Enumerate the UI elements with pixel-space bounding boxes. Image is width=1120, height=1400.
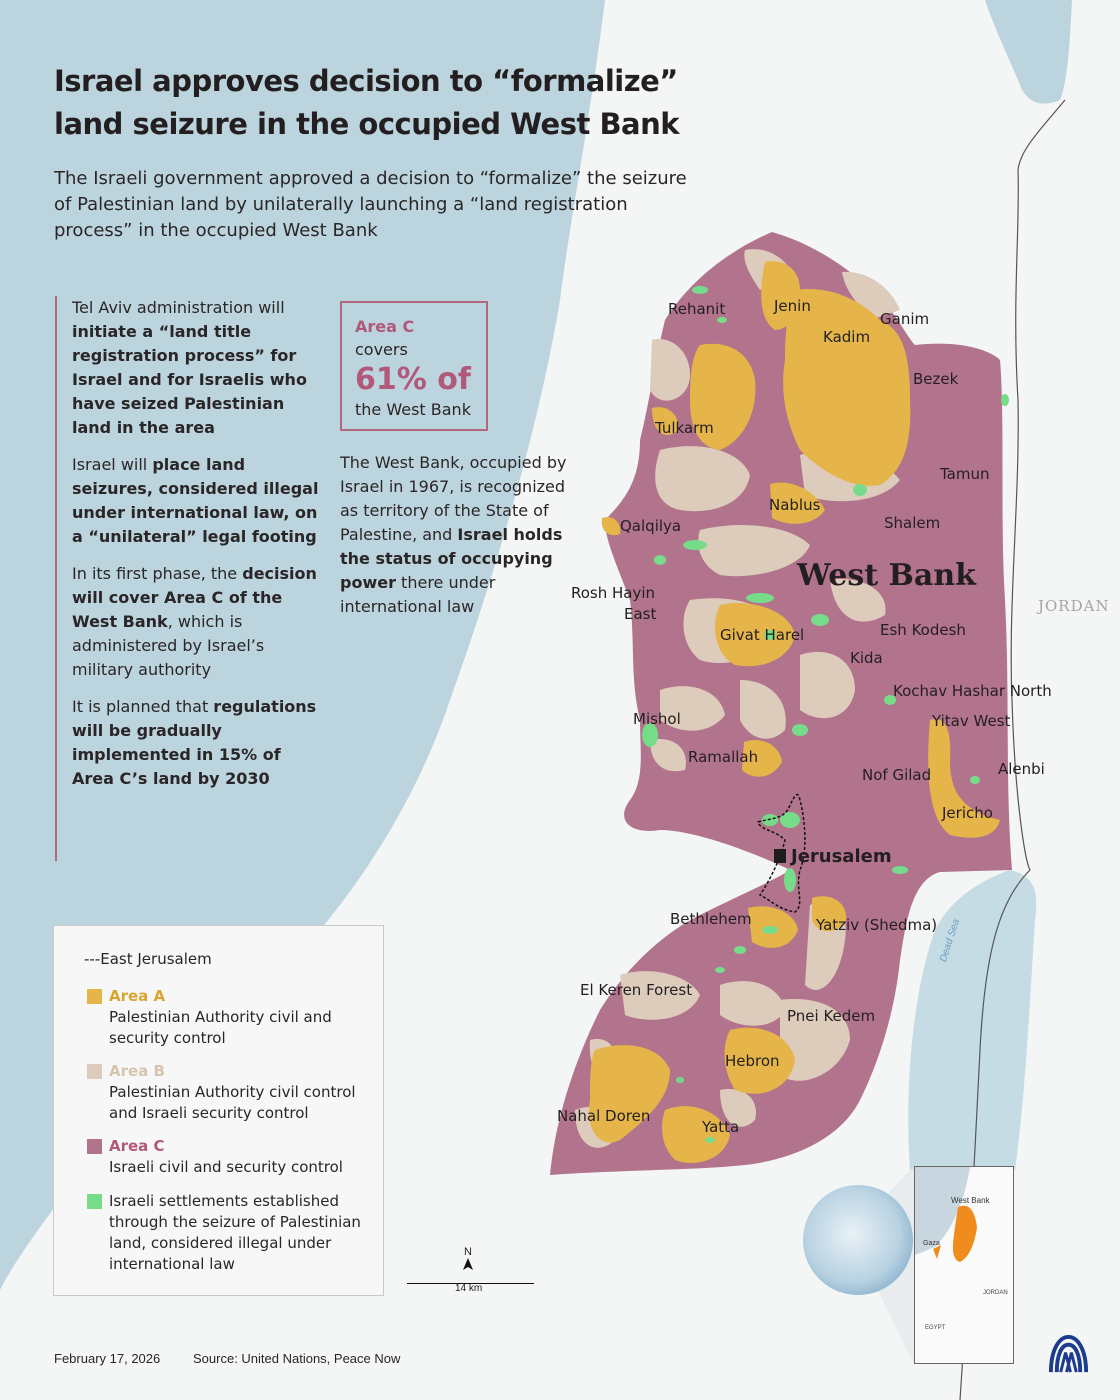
globe-locator — [803, 1185, 913, 1295]
place-label: Kida — [850, 649, 883, 667]
place-label: Tulkarm — [655, 419, 714, 437]
place-label: Esh Kodesh — [880, 621, 966, 639]
place-label: Nahal Doren — [557, 1107, 651, 1125]
area-c-swatch — [87, 1139, 102, 1154]
area-a-swatch — [87, 989, 102, 1004]
place-label: Kadim — [823, 328, 871, 346]
place-label: Jenin — [774, 297, 811, 315]
place-label: Jericho — [942, 804, 993, 822]
place-label: Bezek — [913, 370, 959, 388]
north-arrow-icon — [463, 1258, 473, 1270]
place-label: Yatziv (Shedma) — [816, 916, 938, 934]
stat-value: 61% of — [355, 362, 471, 397]
key-point: It is planned that regulations will be g… — [72, 697, 317, 788]
area-c-stat-box: Area C covers 61% of the West Bank — [340, 301, 488, 431]
publish-date: February 17, 2026 — [54, 1351, 161, 1366]
place-label: Mishol — [633, 710, 681, 728]
legend-east-jerusalem: ---East Jerusalem — [84, 950, 212, 968]
place-label: Bethlehem — [670, 910, 752, 928]
page-title: Israel approves decision to “formalize” … — [54, 64, 680, 141]
place-label: Tamun — [940, 465, 990, 483]
west-bank-info: The West Bank, occupied by Israel in 196… — [340, 453, 567, 616]
place-label: Givat Harel — [720, 626, 805, 644]
scale-bar — [407, 1283, 534, 1284]
place-label: Hebron — [725, 1052, 780, 1070]
jordan-border — [959, 99, 1066, 1400]
place-label: Ramallah — [688, 748, 759, 766]
settlements — [642, 286, 1009, 1143]
key-points: Tel Aviv administration will initiate a … — [55, 296, 322, 861]
scale-label: 14 km — [455, 1283, 483, 1294]
place-label: El Keren Forest — [580, 981, 693, 999]
inset-label-jordan: JORDAN — [983, 1290, 1008, 1296]
stat-suffix: the West Bank — [355, 400, 471, 419]
region-label-west-bank: West Bank — [797, 558, 976, 593]
inset-gaza-shape — [933, 1245, 941, 1259]
place-label: Kochav Hashar North — [893, 682, 1052, 700]
place-label: Yitav West — [932, 712, 1011, 730]
key-point: In its first phase, the decision will co… — [72, 564, 317, 679]
place-label: Rehanit — [668, 300, 726, 318]
place-label: Shalem — [884, 514, 941, 532]
inset-label-west-bank: West Bank — [951, 1196, 991, 1205]
place-label: Qalqilya — [620, 517, 682, 535]
key-point: Israel will place land seizures, conside… — [72, 455, 319, 546]
inset-label-egypt: EGYPT — [925, 1325, 946, 1331]
north-arrow: N — [462, 1246, 474, 1273]
inset-west-bank-shape — [952, 1205, 977, 1262]
place-label: Rosh Hayin — [571, 584, 656, 602]
stat-verb: covers — [355, 340, 408, 359]
place-label: Yatta — [702, 1118, 740, 1136]
area-a-patches — [589, 261, 1000, 1163]
settlement-swatch — [87, 1194, 102, 1209]
inset-label-gaza: Gaza — [923, 1240, 940, 1247]
capital-label-jerusalem: Jerusalem — [774, 846, 892, 867]
anadolu-agency-logo — [1048, 1334, 1089, 1373]
dead-sea — [908, 870, 1037, 1170]
locator-inset-map: West Bank Gaza JORDAN EGYPT — [914, 1166, 1014, 1364]
place-label: Ganim — [880, 310, 930, 328]
sea-of-galilee — [985, 0, 1072, 104]
map-legend: ---East Jerusalem Area A Palestinian Auth… — [53, 925, 384, 1296]
place-label: East — [624, 605, 657, 623]
country-label-jordan: JORDAN — [1038, 597, 1110, 615]
stat-label: Area C — [355, 317, 415, 336]
area-b-swatch — [87, 1064, 102, 1079]
place-label: Alenbi — [998, 760, 1045, 778]
page-subtitle: The Israeli government approved a decisi… — [54, 168, 687, 241]
key-point: Tel Aviv administration will initiate a … — [72, 298, 307, 437]
place-label: Pnei Kedem — [787, 1007, 876, 1025]
place-label: Nablus — [769, 496, 821, 514]
capital-marker-icon — [774, 849, 786, 863]
east-jerusalem-outline — [757, 793, 806, 913]
place-label: Nof Gilad — [862, 766, 932, 784]
source-credit: Source: United Nations, Peace Now — [193, 1351, 401, 1366]
